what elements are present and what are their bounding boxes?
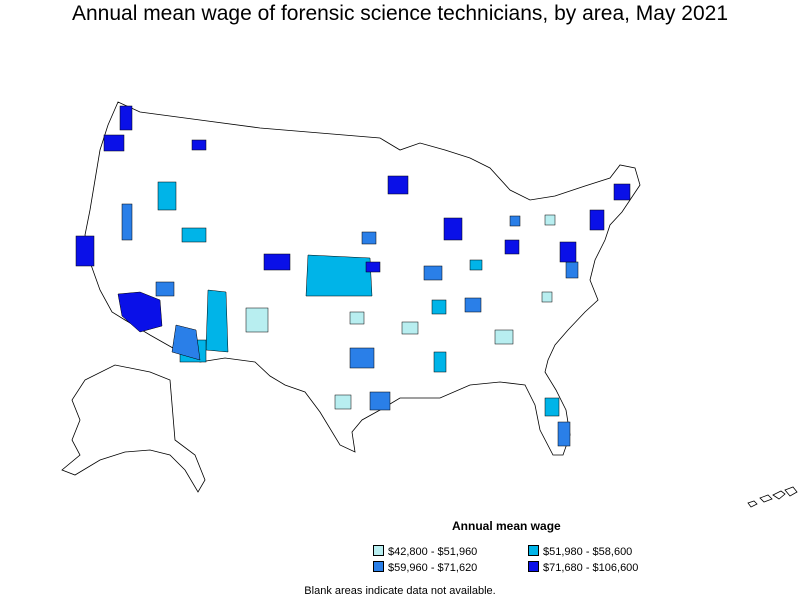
- legend-label-range-4: $71,680 - $106,600: [543, 562, 639, 574]
- legend-item-range-4: $71,680 - $106,600: [528, 561, 638, 574]
- legend-swatch-range-3: [373, 561, 384, 572]
- legend-item-range-1: $42,800 - $51,960: [373, 545, 477, 558]
- legend-swatch-range-1: [373, 545, 384, 556]
- legend-label-range-1: $42,800 - $51,960: [388, 546, 478, 558]
- areas-range-1: [245, 214, 556, 410]
- legend-swatch-range-2: [528, 545, 539, 556]
- areas-range-4: [75, 105, 631, 333]
- map-title: Annual mean wage of forensic science tec…: [71, 2, 729, 25]
- legend-swatch-range-4: [528, 561, 539, 572]
- legend-label-range-2: $51,980 - $58,600: [543, 546, 633, 558]
- legend: $42,800 - $51,960 $51,980 - $58,600 $59,…: [373, 545, 673, 575]
- alaska-outline: [61, 364, 206, 493]
- areas-range-3: [121, 203, 579, 447]
- legend-label-range-3: $59,960 - $71,620: [388, 562, 478, 574]
- hawaii-islands: [747, 486, 798, 508]
- legend-item-range-3: $59,960 - $71,620: [373, 561, 477, 574]
- legend-title: Annual mean wage: [452, 519, 561, 533]
- footnote: Blank areas indicate data not available.: [304, 585, 496, 597]
- legend-item-range-2: $51,980 - $58,600: [528, 545, 632, 558]
